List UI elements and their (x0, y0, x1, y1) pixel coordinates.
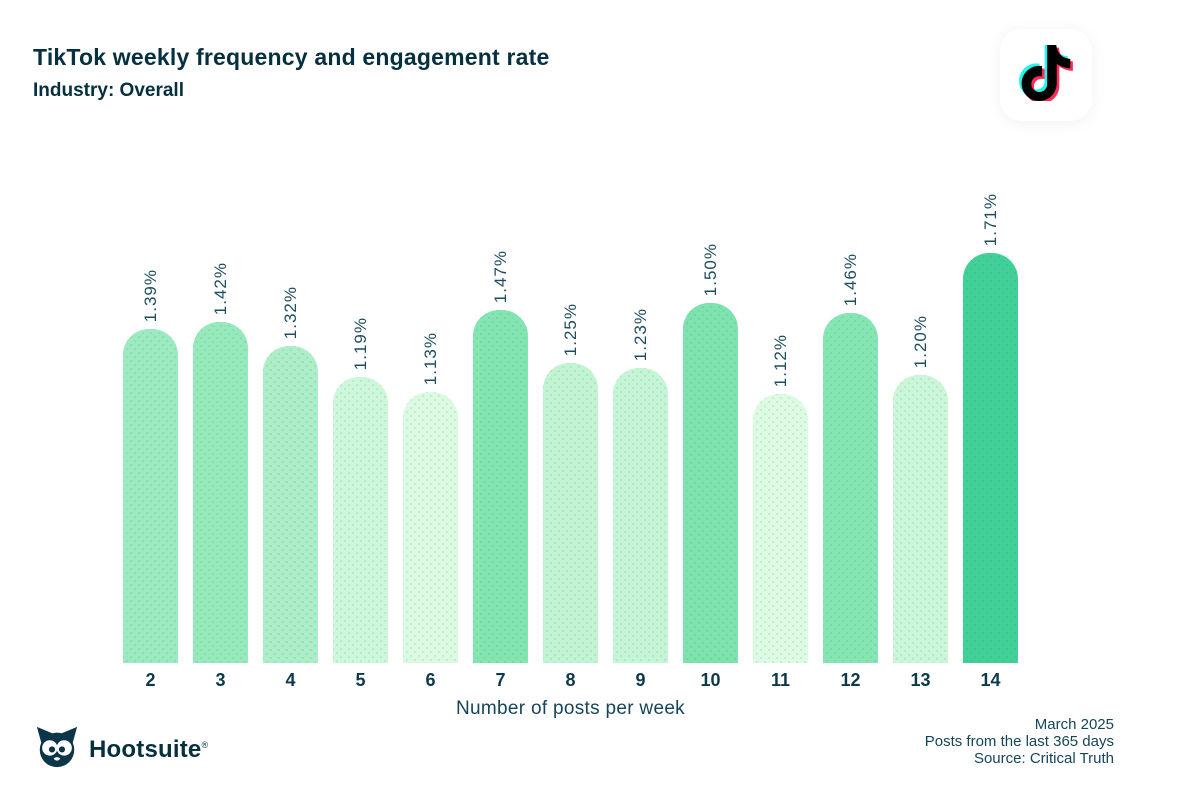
bar-5 (333, 377, 388, 663)
meta-source: Source: Critical Truth (973, 750, 1114, 767)
hootsuite-wordmark: Hootsuite® (89, 735, 209, 763)
bar-value-label: 1.42% (210, 261, 230, 315)
bar-column: 1.71% (963, 193, 1018, 663)
x-tick-5: 5 (355, 670, 366, 690)
bar-column: 1.50% (683, 243, 738, 663)
bar-13 (893, 375, 948, 663)
x-tick-11: 11 (770, 670, 791, 690)
bar-column: 1.42% (193, 262, 248, 663)
bar-value-label: 1.71% (980, 192, 1000, 246)
tiktok-icon (1018, 41, 1074, 106)
bar-11 (753, 394, 808, 663)
x-tick-8: 8 (565, 670, 576, 690)
hootsuite-logo: Hootsuite® (34, 724, 208, 775)
x-tick-4: 4 (285, 670, 296, 690)
source-note: March 2025 Posts from the last 365 days … (925, 716, 1114, 767)
bar-column: 1.13% (403, 332, 458, 663)
bar-12 (823, 313, 878, 663)
bar-10 (683, 303, 738, 663)
bar-value-label: 1.46% (840, 252, 860, 306)
bar-14 (963, 253, 1018, 663)
bar-value-label: 1.23% (630, 307, 650, 361)
x-axis-title: Number of posts per week (456, 698, 685, 719)
bar-value-label: 1.50% (700, 242, 720, 296)
bar-6 (403, 392, 458, 663)
bar-value-label: 1.13% (420, 331, 440, 385)
bar-column: 1.25% (543, 303, 598, 663)
bar-column: 1.20% (893, 315, 948, 663)
bar-value-label: 1.39% (140, 268, 160, 322)
bar-chart: 1.39% 1.42% 1.32% 1.19% 1.13% 1.47% 1.25… (123, 193, 1018, 663)
x-tick-10: 10 (700, 670, 721, 690)
bar-column: 1.32% (263, 286, 318, 663)
meta-range: Posts from the last 365 days (924, 733, 1114, 750)
bar-9 (613, 368, 668, 663)
bar-value-label: 1.47% (490, 249, 510, 303)
x-tick-13: 13 (910, 670, 931, 690)
bar-column: 1.39% (123, 269, 178, 663)
x-tick-12: 12 (840, 670, 861, 690)
chart-title: TikTok weekly frequency and engagement r… (33, 44, 550, 70)
hootsuite-owl-icon (34, 724, 80, 775)
bar-value-label: 1.32% (280, 285, 300, 339)
bar-column: 1.46% (823, 253, 878, 663)
x-tick-14: 14 (980, 670, 1001, 690)
meta-date: March 2025 (1034, 716, 1114, 733)
bar-column: 1.19% (333, 317, 388, 663)
bar-column: 1.23% (613, 308, 668, 663)
x-tick-2: 2 (145, 670, 156, 690)
x-tick-6: 6 (425, 670, 436, 690)
bar-4 (263, 346, 318, 663)
x-axis-labels: 2 3 4 5 6 7 8 9 10 11 12 13 14 (123, 670, 1018, 691)
x-tick-3: 3 (215, 670, 226, 690)
bar-2 (123, 329, 178, 663)
registered-mark: ® (201, 739, 209, 750)
x-tick-7: 7 (495, 670, 506, 690)
x-tick-9: 9 (635, 670, 646, 690)
bar-7 (473, 310, 528, 663)
bar-value-label: 1.19% (350, 316, 370, 370)
bar-value-label: 1.20% (910, 314, 930, 368)
bar-3 (193, 322, 248, 663)
tiktok-logo-card (1000, 29, 1092, 121)
bar-column: 1.12% (753, 334, 808, 663)
bar-value-label: 1.25% (560, 302, 580, 356)
bar-8 (543, 363, 598, 663)
bar-value-label: 1.12% (770, 333, 790, 387)
chart-subtitle: Industry: Overall (33, 80, 184, 101)
bar-column: 1.47% (473, 250, 528, 663)
